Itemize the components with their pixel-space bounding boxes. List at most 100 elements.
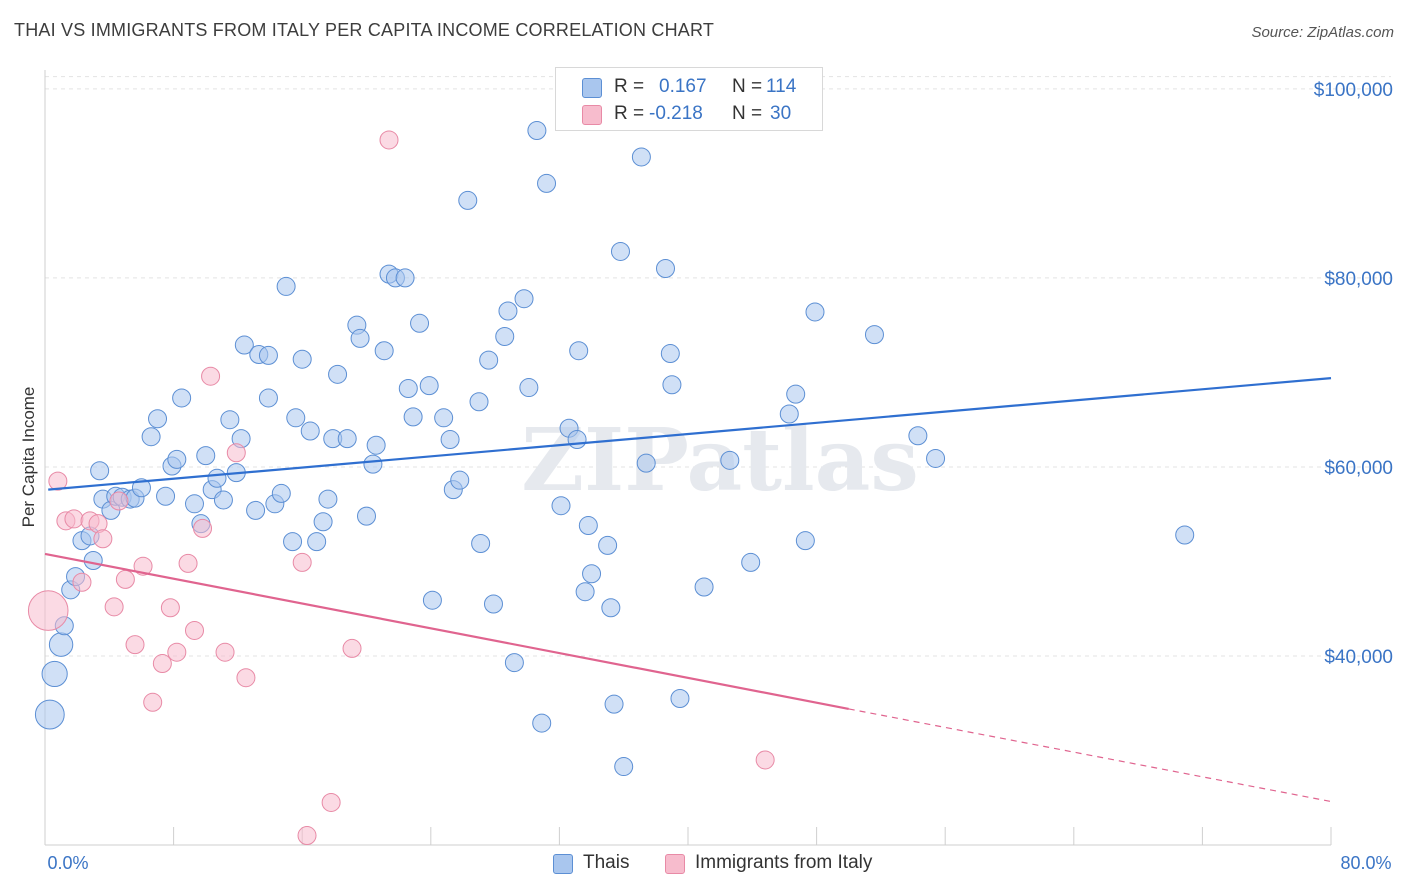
data-point-italy	[115, 569, 135, 589]
data-point-thais	[271, 483, 291, 503]
data-point-italy	[152, 654, 172, 674]
data-point-thais	[864, 325, 884, 345]
legend-swatch-thais	[553, 854, 573, 874]
data-point-thais	[495, 327, 515, 347]
trend-line-thais	[48, 377, 1332, 491]
data-point-thais	[141, 427, 161, 447]
data-point-thais	[575, 582, 595, 602]
data-point-italy	[72, 572, 92, 592]
data-point-italy	[167, 642, 187, 662]
data-point-thais	[805, 302, 825, 322]
data-point-thais	[318, 489, 338, 509]
data-point-thais	[283, 532, 303, 552]
data-point-thais	[48, 632, 74, 657]
data-point-italy	[125, 635, 145, 655]
data-point-thais	[207, 468, 227, 488]
data-point-thais	[34, 699, 65, 730]
data-point-thais	[363, 454, 383, 474]
legend-n-label: N =	[732, 103, 763, 124]
gridlines	[45, 76, 1391, 657]
data-point-thais	[610, 241, 630, 261]
data-point-thais	[567, 430, 587, 450]
data-point-thais	[483, 594, 503, 614]
data-point-thais	[795, 531, 815, 551]
data-point-thais	[720, 450, 740, 470]
data-point-thais	[246, 500, 266, 520]
data-point-thais	[471, 534, 491, 554]
data-point-thais	[926, 448, 946, 468]
data-point-italy	[93, 529, 113, 549]
data-point-thais	[366, 435, 386, 455]
data-point-thais	[479, 350, 499, 370]
data-point-italy	[160, 598, 180, 618]
x-tick-label-max: 80.0%	[1340, 853, 1391, 873]
legend-swatch-italy	[582, 105, 602, 125]
data-point-italy	[27, 590, 69, 631]
data-point-thais	[172, 388, 192, 408]
data-point-thais	[440, 430, 460, 450]
data-point-thais	[184, 494, 204, 514]
data-point-thais	[337, 429, 357, 449]
data-point-thais	[908, 426, 928, 446]
data-point-italy	[48, 471, 68, 491]
data-point-thais	[213, 490, 233, 510]
data-point-thais	[636, 453, 656, 473]
data-point-thais	[300, 421, 320, 441]
data-point-thais	[357, 506, 376, 526]
trend-line-italy-extension	[848, 708, 1332, 803]
legend-r-value: -0.218	[649, 103, 703, 124]
data-point-thais	[167, 449, 187, 469]
data-point-thais	[662, 375, 682, 395]
data-point-italy	[215, 642, 235, 662]
data-point-thais	[450, 470, 470, 490]
legend-row-thais: R = 0.167 N = 114	[556, 74, 822, 102]
data-point-thais	[519, 378, 539, 398]
data-point-thais	[532, 713, 552, 733]
data-point-thais	[307, 532, 327, 552]
data-point-thais	[598, 535, 618, 555]
data-point-thais	[527, 120, 547, 140]
data-point-thais	[234, 335, 254, 355]
legend-label-italy: Immigrants from Italy	[695, 852, 873, 873]
data-point-italy	[342, 638, 362, 658]
data-point-thais	[286, 408, 306, 428]
data-point-thais	[469, 392, 489, 412]
data-point-thais	[350, 328, 370, 348]
y-axis-label: Per Capita Income	[19, 386, 38, 528]
data-point-italy	[226, 443, 246, 463]
watermark: ZIPatlas	[521, 410, 919, 511]
data-point-thais	[498, 301, 518, 321]
legend-r-label: R =	[614, 103, 645, 124]
data-point-thais	[374, 341, 394, 361]
data-point-thais	[220, 410, 240, 430]
legend-swatch-italy	[665, 854, 685, 874]
data-point-italy	[178, 553, 198, 573]
chart-title: THAI VS IMMIGRANTS FROM ITALY PER CAPITA…	[14, 20, 715, 40]
data-point-thais	[148, 409, 168, 429]
trend-line-italy	[44, 552, 849, 710]
data-point-thais	[786, 384, 806, 404]
data-point-italy	[201, 366, 221, 386]
data-point-thais	[514, 289, 534, 309]
data-point-italy	[133, 556, 153, 576]
data-point-thais	[41, 660, 68, 688]
data-point-thais	[631, 147, 651, 167]
stats-legend: R = 0.167 N = 114 R = -0.218 N = 30	[555, 67, 823, 131]
data-point-thais	[694, 577, 714, 597]
data-point-thais	[398, 379, 418, 399]
data-point-thais	[434, 408, 454, 428]
legend-r-label: R =	[614, 76, 645, 97]
legend-n-value: 114	[766, 76, 797, 97]
data-point-thais	[1175, 525, 1195, 545]
legend-swatch-thais	[582, 78, 602, 98]
data-point-thais	[292, 349, 312, 369]
series-italy-points	[27, 130, 775, 846]
data-point-thais	[578, 516, 598, 536]
data-point-italy	[109, 491, 129, 511]
data-point-italy	[297, 826, 317, 846]
legend-r-value: 0.167	[659, 76, 707, 97]
y-tick-label: $80,000	[1324, 269, 1393, 290]
legend-row-italy: R = -0.218 N = 30	[556, 101, 822, 129]
data-point-thais	[741, 552, 761, 572]
